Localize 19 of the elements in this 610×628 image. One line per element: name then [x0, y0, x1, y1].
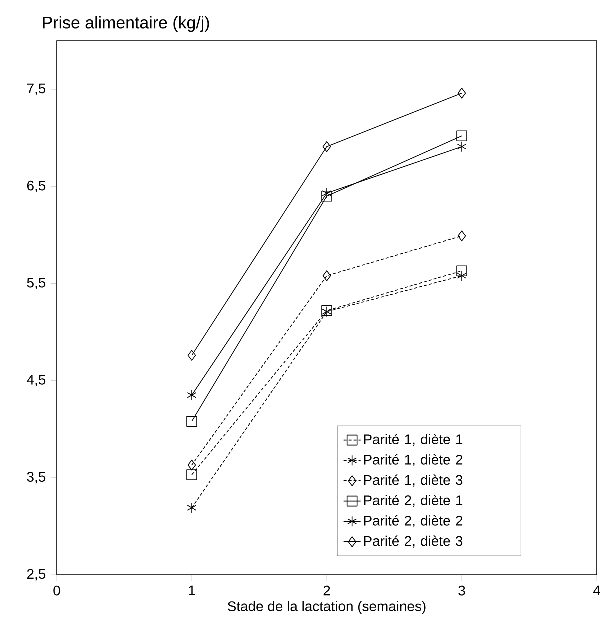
x-tick-label: 0 [54, 586, 60, 596]
legend-label: Parité 1, diète 1 [364, 434, 463, 446]
y-axis-title: Prise alimentaire (kg/j) [43, 16, 210, 32]
x-tick-label: 1 [189, 586, 196, 596]
y-tick-label: 6,5 [27, 180, 46, 192]
x-tick-label: 4 [593, 586, 600, 596]
y-tick-label: 4,5 [27, 375, 46, 387]
legend-label: Parité 2, diète 1 [364, 495, 463, 508]
legend-label: Parité 1, diète 2 [364, 454, 463, 466]
y-tick-label: 5,5 [27, 278, 46, 290]
x-tick-label: 3 [458, 586, 466, 596]
legend-label: Parité 1, diète 3 [364, 474, 463, 487]
x-tick-label: 2 [324, 586, 330, 596]
y-tick-label: 2,5 [27, 569, 46, 581]
y-tick-label: 3,5 [27, 472, 46, 484]
legend-label: Parité 2, diète 2 [364, 515, 463, 528]
y-tick-label: 7,5 [27, 84, 46, 96]
x-axis-title: Stade de la lactation (semaines) [228, 601, 426, 614]
legend-label: Parité 2, diète 3 [364, 536, 463, 548]
